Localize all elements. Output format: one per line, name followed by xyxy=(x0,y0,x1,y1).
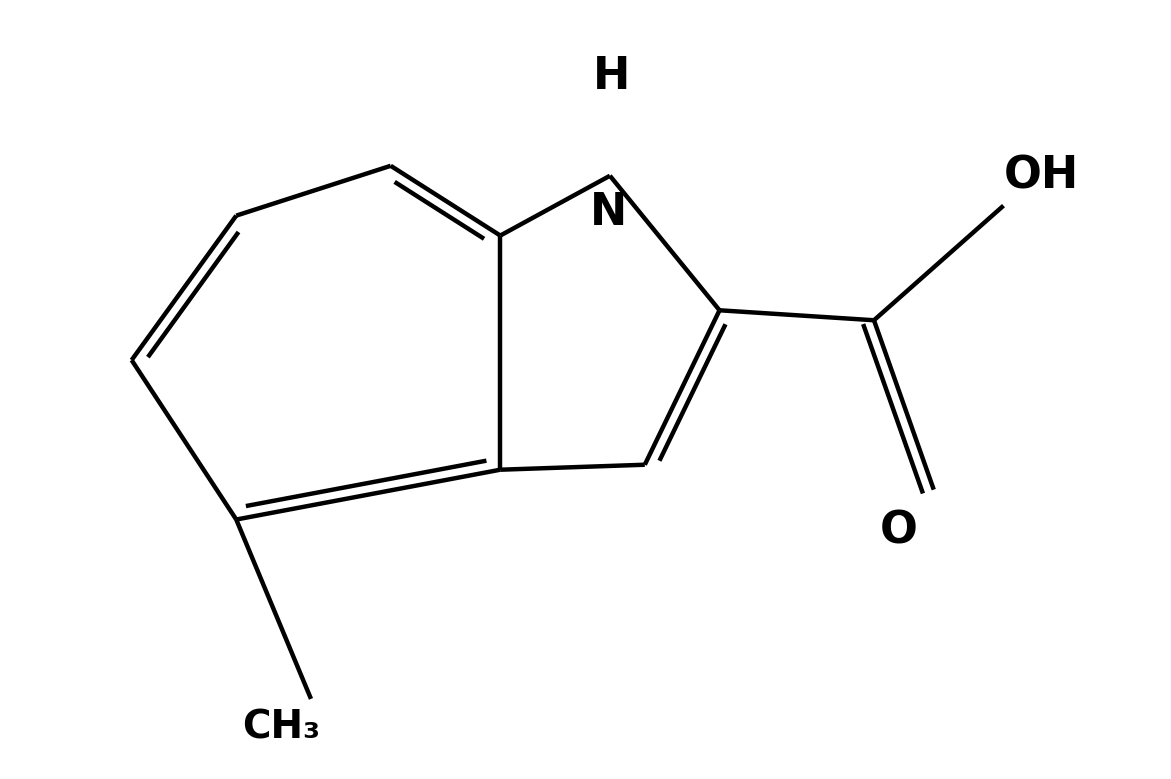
Text: OH: OH xyxy=(1004,154,1078,197)
Text: CH₃: CH₃ xyxy=(242,709,320,747)
Text: O: O xyxy=(879,509,918,552)
Text: H: H xyxy=(594,55,631,98)
Text: N: N xyxy=(590,191,628,234)
